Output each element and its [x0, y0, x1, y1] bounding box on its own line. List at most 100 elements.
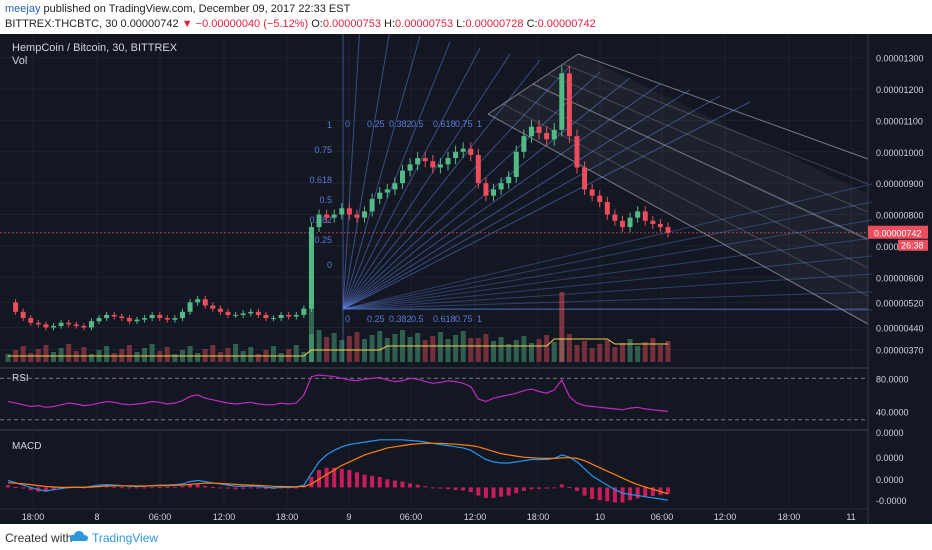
fib-level-label-top: 1: [477, 119, 482, 129]
volume-bar: [544, 335, 550, 362]
candle-body: [126, 318, 132, 322]
candles: [13, 65, 671, 331]
candle-body: [528, 126, 534, 137]
volume-bar: [195, 353, 201, 362]
macd-histogram-bar: [6, 485, 10, 488]
candle-body: [392, 183, 398, 190]
candle-body: [240, 313, 246, 315]
candle-body: [362, 211, 368, 218]
author-link[interactable]: meejay: [5, 3, 41, 15]
macd-histogram-bar: [13, 486, 18, 488]
fib-fan-line: [342, 219, 873, 310]
price-tick-label: 0.00001000: [876, 148, 924, 158]
low-label: L:: [453, 18, 466, 30]
macd-tick-label: 0.0000: [876, 475, 904, 485]
fib-fan-line: [342, 83, 661, 310]
fib-fan-line: [342, 95, 721, 310]
macd-histogram-bar: [597, 487, 602, 501]
macd-histogram-bar: [339, 468, 344, 488]
macd-histogram-bar: [506, 487, 511, 496]
footer: Created with TradingView: [0, 524, 932, 550]
macd-histogram-bar: [119, 487, 124, 489]
candle-body: [81, 325, 87, 328]
volume-bar: [566, 334, 572, 362]
volume-bar: [271, 346, 277, 362]
candle-body: [453, 151, 459, 159]
macd-histogram-bar: [552, 487, 557, 489]
time-tick-label: 18:00: [276, 512, 299, 522]
macd-histogram-bar: [400, 481, 405, 488]
fib-fan-line: [342, 237, 873, 310]
pitchfork-line: [562, 63, 869, 185]
candle-body: [582, 167, 588, 190]
candle-body: [210, 305, 216, 309]
volume-bar: [498, 337, 504, 362]
volume-bar: [635, 346, 641, 362]
macd-histogram-bar: [408, 483, 413, 488]
chart-canvas[interactable]: 10.750.6180.50.3820.250000.250.250.3820.…: [0, 34, 932, 524]
candle-body: [324, 214, 330, 218]
fib-level-label: 0.75: [314, 145, 332, 155]
fib-level-label-bottom: 0.5: [411, 314, 424, 324]
candle-body: [346, 208, 352, 215]
macd-histogram-bar: [514, 487, 519, 494]
volume-bar: [126, 345, 132, 362]
rsi-tick-label: 40.0000: [876, 407, 909, 417]
macd-histogram-bar: [529, 487, 534, 490]
candle-body: [217, 308, 223, 312]
fib-fan-line: [342, 291, 873, 310]
pitchfork-fill: [488, 54, 868, 324]
candle-body: [271, 318, 277, 320]
volume-bar: [142, 348, 148, 362]
drawing-tools: 10.750.6180.50.3820.250000.250.250.3820.…: [309, 34, 873, 362]
candle-body: [574, 136, 580, 168]
pitchfork-line: [487, 53, 579, 115]
volume-bars: [5, 292, 671, 362]
volume-bar: [58, 348, 64, 362]
macd-histogram-bar: [635, 487, 640, 499]
macd-histogram-bar: [643, 487, 648, 498]
macd-histogram-bar: [51, 487, 56, 491]
macd-histogram-bar: [521, 487, 526, 491]
macd-histogram-bar: [620, 487, 625, 503]
volume-bar: [627, 339, 633, 362]
candle-body: [286, 314, 292, 317]
volume-bar: [612, 347, 618, 362]
macd-histogram-bar: [28, 487, 33, 491]
candle-body: [278, 314, 284, 319]
candle-body: [142, 318, 148, 320]
candle-body: [506, 176, 512, 184]
rsi-tick-label: 80.0000: [876, 374, 909, 384]
macd-histogram-bar: [354, 472, 359, 488]
fib-fan-line: [342, 47, 481, 310]
fib-fan-line: [342, 71, 601, 310]
volume-bar: [346, 336, 352, 362]
candle-body: [642, 211, 648, 221]
volume-bar: [437, 332, 443, 362]
last-price-label: 0.00000742: [874, 229, 922, 239]
macd-histogram-bar: [362, 474, 367, 488]
macd-histogram-bar: [582, 487, 587, 496]
fib-level-label: 0.25: [314, 235, 332, 245]
macd-histogram-bar: [241, 487, 246, 489]
volume-bar: [453, 335, 459, 362]
candle-body: [551, 129, 557, 140]
tradingview-link[interactable]: TradingView: [92, 531, 159, 545]
time-tick-label: 12:00: [464, 512, 487, 522]
macd-histogram-bar: [150, 487, 155, 489]
close-value: 0.00000742: [537, 18, 596, 30]
candle-body: [377, 192, 383, 199]
macd-histogram-bar: [195, 484, 200, 488]
candle-body: [51, 325, 57, 328]
volume-bar: [225, 348, 231, 362]
macd-histogram-bar: [468, 487, 473, 493]
candle-body: [445, 158, 451, 165]
candle-body: [536, 126, 542, 133]
volume-bar: [384, 338, 390, 362]
macd-histogram-bar: [544, 487, 549, 489]
volume-bar: [506, 344, 512, 362]
macd-histogram-bar: [210, 486, 215, 488]
volume-bar: [513, 340, 519, 362]
candle-body: [619, 220, 625, 228]
macd-histogram-bar: [430, 487, 435, 489]
